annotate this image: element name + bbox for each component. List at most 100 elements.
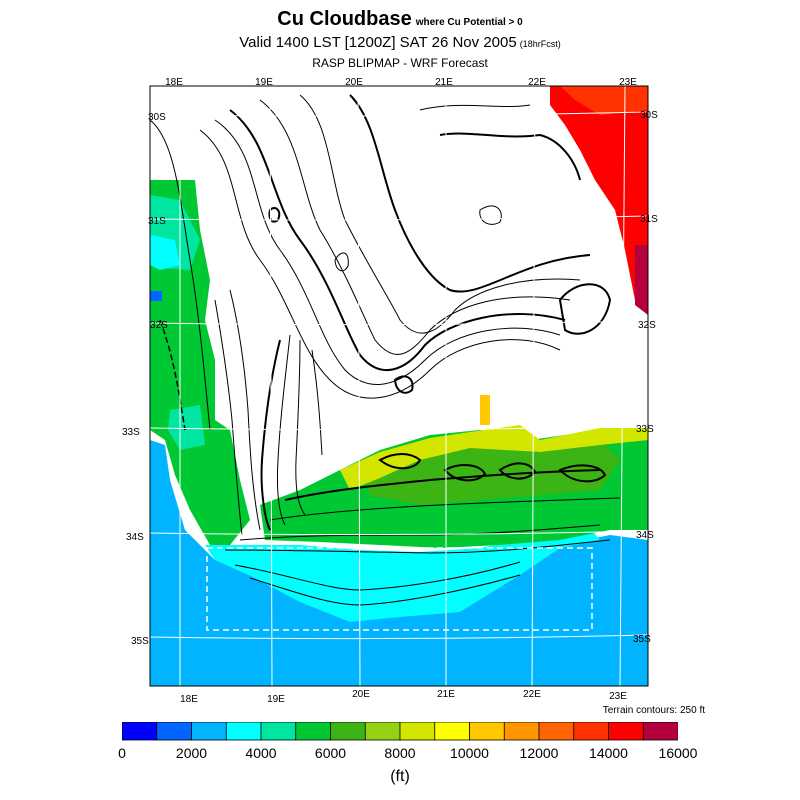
terrain-contour-note: Terrain contours: 250 ft <box>602 705 705 716</box>
contour-line <box>150 119 211 431</box>
bottom-lon-label: 22E <box>523 689 541 700</box>
contour-line <box>224 539 611 554</box>
contour-loop <box>498 462 537 480</box>
top-lon-label: 20E <box>345 77 363 88</box>
colorbar-swatch <box>573 722 610 741</box>
valid-text: Valid 1400 LST [1200Z] SAT 26 Nov 2005 <box>239 34 517 51</box>
model-name: RASP BLIPMAP - WRF Forecast <box>312 56 488 70</box>
contour-line <box>214 119 561 385</box>
coastline-contour <box>159 319 186 431</box>
contour-line <box>419 104 531 111</box>
ocean-blue-area <box>150 440 648 686</box>
colorbar-swatch <box>260 722 297 741</box>
interior-yellow-band <box>340 425 648 490</box>
top-lon-label: 19E <box>255 77 273 88</box>
colorbar-swatch <box>538 722 575 741</box>
left-lat-label: 34S <box>126 532 144 543</box>
parallel-line <box>150 634 648 640</box>
top-lon-label: 22E <box>528 77 546 88</box>
contour-line <box>349 94 591 293</box>
colorbar-tick-label: 8000 <box>384 745 416 761</box>
meridian-line <box>269 86 273 686</box>
colorbar-tick-label: 12000 <box>519 745 559 761</box>
top-lon-label: 21E <box>435 77 453 88</box>
colorbar-swatch <box>608 722 644 741</box>
colorbar-swatch <box>434 722 471 741</box>
colorbar-tick-label: 2000 <box>175 745 208 761</box>
colorbar-swatch <box>122 722 158 741</box>
right-lat-label: 31S <box>640 214 658 225</box>
bottom-lon-label: 23E <box>609 691 627 702</box>
contour-line <box>229 109 566 372</box>
colorbar-swatch <box>156 722 193 741</box>
contour-loop <box>334 252 349 272</box>
left-lat-label: 30S <box>148 112 166 123</box>
right-lat-label: 32S <box>638 320 656 331</box>
right-lat-label: 35S <box>633 634 651 645</box>
colorbar <box>122 722 678 741</box>
meridian-line <box>357 86 361 686</box>
map-frame <box>149 85 649 687</box>
colorbar-tick-label: 6000 <box>314 745 347 761</box>
colorbar-swatch <box>503 722 540 741</box>
terrain-contours <box>150 94 621 606</box>
left-lat-label: 32S <box>150 320 168 331</box>
colorbar-tick-label: 10000 <box>450 745 489 761</box>
contour-line <box>239 524 601 541</box>
left-lat-label: 33S <box>122 427 140 438</box>
parallel-line <box>150 215 648 221</box>
map-title: Cu Cloudbase where Cu Potential > 0 <box>0 8 800 31</box>
inner-domain-box <box>206 547 593 631</box>
colorbar-swatch <box>399 722 436 741</box>
right-lat-label: 30S <box>640 110 658 121</box>
contour-line <box>259 99 571 355</box>
contour-loop <box>443 464 487 482</box>
bottom-lon-label: 21E <box>437 689 455 700</box>
contour-line <box>295 339 306 516</box>
contour-line <box>311 349 323 456</box>
west-cyan-patch <box>150 235 180 270</box>
west-green-strip <box>150 180 250 545</box>
contour-line <box>269 497 621 521</box>
colorbar-swatch <box>295 722 332 741</box>
northeast-maroon-strip <box>635 245 648 315</box>
left-lat-label: 31S <box>148 216 166 227</box>
contour-loop <box>558 283 612 335</box>
parallel-line <box>150 425 648 431</box>
colorbar-tick-label: 14000 <box>589 745 628 761</box>
blue-cell <box>150 291 162 301</box>
contour-line <box>277 334 291 526</box>
colorbar-swatch <box>191 722 227 741</box>
colorbar-tick-label: 4000 <box>245 745 277 761</box>
contour-loop <box>393 375 414 394</box>
contour-loop <box>378 453 422 470</box>
contour-line <box>214 299 243 536</box>
contour-line <box>260 339 281 531</box>
colorbar-units: (ft) <box>390 768 410 785</box>
colorbar-swatch <box>330 722 366 741</box>
northeast-red-area <box>550 86 648 315</box>
bottom-lon-label: 18E <box>180 694 198 705</box>
parallel-line <box>150 530 648 536</box>
forecast-map: 18E 19E 20E 21E 22E 23E 18E 19E 20E 21E … <box>122 77 658 705</box>
contour-line <box>299 94 581 334</box>
colorbar-swatch <box>364 722 401 741</box>
colorbar-swatch <box>469 722 505 741</box>
contour-line <box>284 469 601 501</box>
colorbar-tick-label: 16000 <box>658 745 698 761</box>
top-lon-label: 18E <box>165 77 183 88</box>
teal-coast-patch <box>168 405 205 450</box>
title-main: Cu Cloudbase <box>277 8 412 30</box>
color-fill-layer <box>150 86 648 686</box>
northeast-orange-red <box>560 86 648 115</box>
colorbar-swatch <box>225 722 262 741</box>
contour-line <box>439 132 581 181</box>
top-lon-label: 23E <box>619 77 637 88</box>
right-lat-label: 34S <box>636 530 654 541</box>
contour-loop <box>558 464 607 483</box>
colorbar-tick-label: 0 <box>118 745 126 761</box>
title-suffix: where Cu Potential > 0 <box>415 17 523 28</box>
right-lat-label: 33S <box>636 424 654 435</box>
valid-time: Valid 1400 LST [1200Z] SAT 26 Nov 2005 (1… <box>0 34 800 51</box>
graticule <box>150 86 648 686</box>
